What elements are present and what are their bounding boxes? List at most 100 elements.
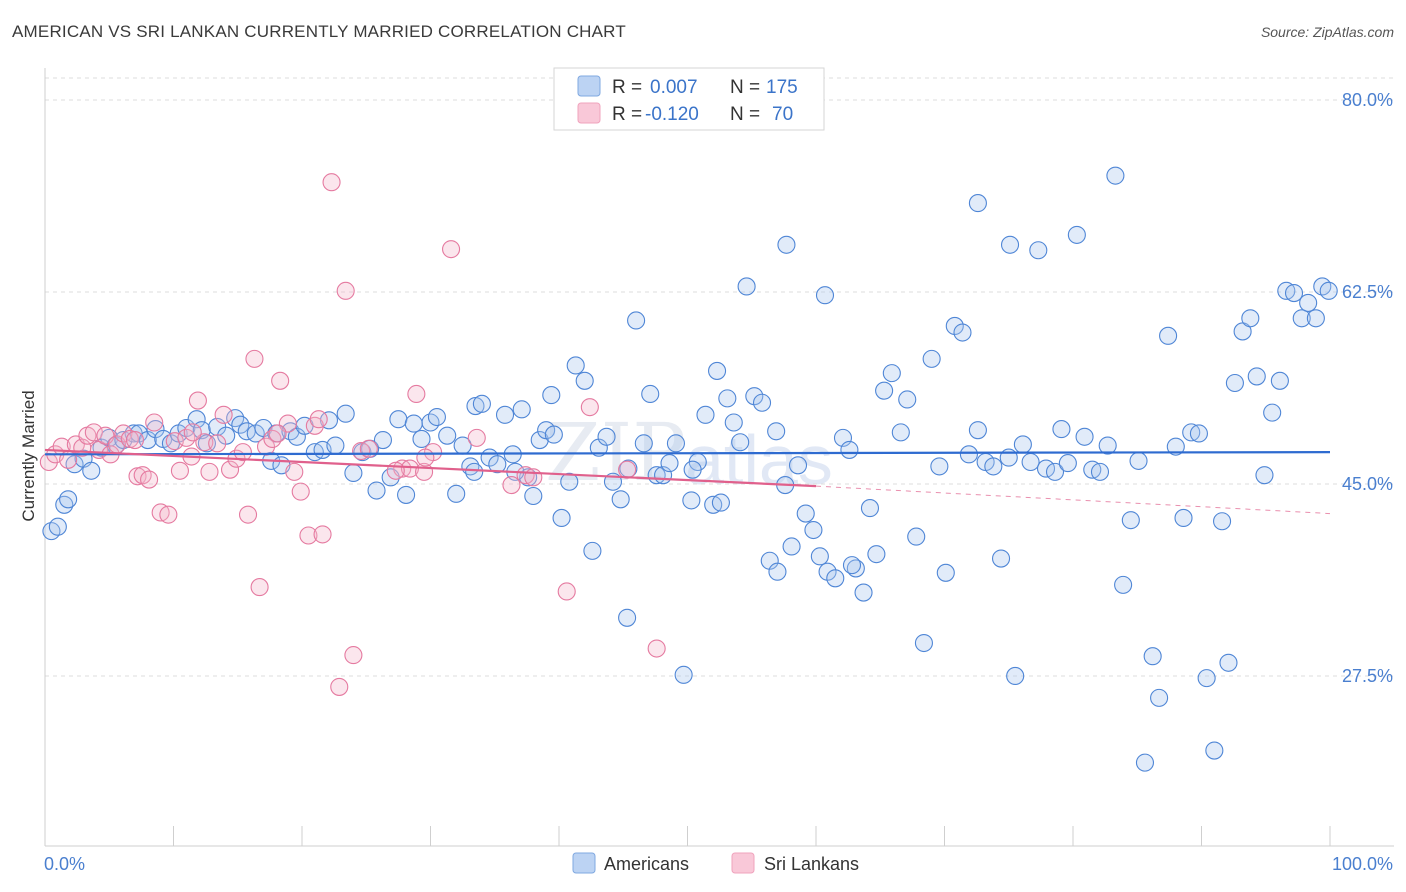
data-point: [233, 443, 252, 462]
data-point: [467, 428, 486, 447]
legend-n-label-americans: N =: [730, 77, 760, 98]
data-point: [542, 386, 561, 405]
axes: [44, 68, 1394, 847]
data-point: [788, 456, 808, 475]
data-point: [708, 361, 727, 380]
data-point: [159, 505, 178, 524]
data-point: [48, 517, 67, 536]
data-point: [984, 457, 1003, 476]
data-point: [1121, 511, 1140, 530]
watermark-atlas: atlas: [685, 421, 833, 499]
data-point: [552, 508, 571, 528]
data-point: [238, 505, 258, 524]
data-point: [1058, 454, 1077, 473]
data-point: [818, 562, 837, 581]
y-axis-label: Currently Married: [19, 390, 38, 521]
data-point: [488, 455, 507, 474]
trend-line-americans: [44, 451, 1331, 456]
y-tick-label: 62.5%: [1342, 282, 1393, 302]
data-point: [447, 484, 466, 503]
data-point: [438, 426, 457, 445]
y-tick-label: 27.5%: [1342, 666, 1393, 686]
data-point: [826, 569, 845, 588]
legend-n-value-sri-lankans: 70: [772, 104, 793, 125]
data-point: [867, 545, 886, 564]
data-point: [1098, 436, 1117, 455]
data-point: [1225, 373, 1244, 393]
data-point: [373, 431, 393, 450]
data-point: [442, 240, 461, 259]
data-point: [336, 404, 355, 423]
data-point: [860, 499, 880, 518]
bottom-legend-swatch-sri-lankans: [731, 852, 755, 874]
data-point: [1166, 437, 1185, 456]
data-point: [991, 549, 1011, 568]
data-point: [882, 364, 901, 383]
x-tick-label-min: 0.0%: [44, 854, 85, 874]
trend-line-sri-lankans: [44, 448, 817, 488]
data-point: [815, 286, 835, 305]
data-point: [530, 431, 549, 450]
data-point: [768, 562, 787, 581]
data-point: [959, 445, 978, 464]
data-point: [782, 537, 801, 556]
data-point: [208, 434, 227, 453]
data-point: [1219, 653, 1238, 672]
data-point: [1299, 293, 1318, 312]
data-point: [472, 394, 491, 413]
data-point: [1270, 371, 1289, 390]
data-point: [271, 371, 290, 390]
data-point: [313, 525, 332, 544]
data-point: [914, 633, 933, 653]
data-point: [344, 646, 363, 665]
data-point: [1205, 741, 1224, 760]
data-point: [752, 393, 772, 412]
data-point: [1159, 326, 1178, 345]
data-point: [557, 582, 576, 601]
y-tick-labels: 27.5% 45.0% 62.5% 80.0%: [1342, 90, 1393, 686]
data-point: [575, 371, 594, 390]
data-point: [250, 578, 269, 597]
data-point: [936, 563, 955, 582]
data-point: [634, 434, 653, 453]
chart-title: AMERICAN VS SRI LANKAN CURRENTLY MARRIED…: [12, 22, 626, 41]
legend-r-value-americans: 0.007: [650, 77, 698, 98]
data-point: [682, 491, 701, 510]
data-point: [737, 277, 756, 296]
data-point: [1150, 688, 1169, 707]
data-point: [922, 349, 941, 368]
data-point: [611, 490, 630, 509]
data-point: [82, 461, 101, 480]
data-point: [326, 436, 345, 455]
source-label: Source: ZipAtlas.com: [1260, 24, 1394, 40]
data-point: [1247, 367, 1266, 386]
data-point: [1090, 462, 1110, 481]
data-point: [1306, 309, 1325, 328]
data-point: [1255, 466, 1274, 485]
data-point: [618, 608, 637, 627]
data-point: [404, 414, 423, 433]
data-point: [647, 639, 666, 658]
data-point: [930, 457, 949, 476]
data-point: [1006, 666, 1025, 685]
bottom-legend-sri-lankans: Sri Lankans: [764, 854, 859, 874]
trend-line-sri-lankans-extension: [815, 485, 1331, 515]
data-point: [231, 415, 250, 434]
data-point: [183, 423, 202, 442]
data-point: [397, 485, 416, 504]
data-point: [660, 454, 679, 473]
data-point: [502, 475, 521, 495]
data-point: [1263, 403, 1282, 422]
legend-r-value-sri-lankans: -0.120: [645, 104, 699, 125]
data-point: [666, 434, 685, 453]
data-point: [1284, 283, 1304, 303]
data-point: [627, 311, 646, 330]
data-point: [1135, 753, 1155, 772]
data-point: [220, 460, 240, 479]
data-point: [1213, 512, 1232, 531]
bottom-legend-swatch-americans: [572, 852, 596, 874]
data-point: [718, 389, 737, 408]
y-tick-label: 45.0%: [1342, 474, 1393, 494]
data-point: [1129, 451, 1148, 470]
data-point: [1174, 508, 1193, 528]
